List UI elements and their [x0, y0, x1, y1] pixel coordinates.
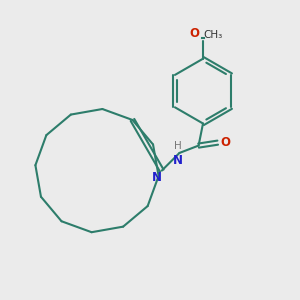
Text: O: O: [190, 27, 200, 40]
Text: O: O: [220, 136, 230, 149]
Text: N: N: [152, 171, 162, 184]
Text: N: N: [173, 154, 183, 167]
Text: CH₃: CH₃: [204, 30, 223, 40]
Text: H: H: [174, 141, 182, 151]
